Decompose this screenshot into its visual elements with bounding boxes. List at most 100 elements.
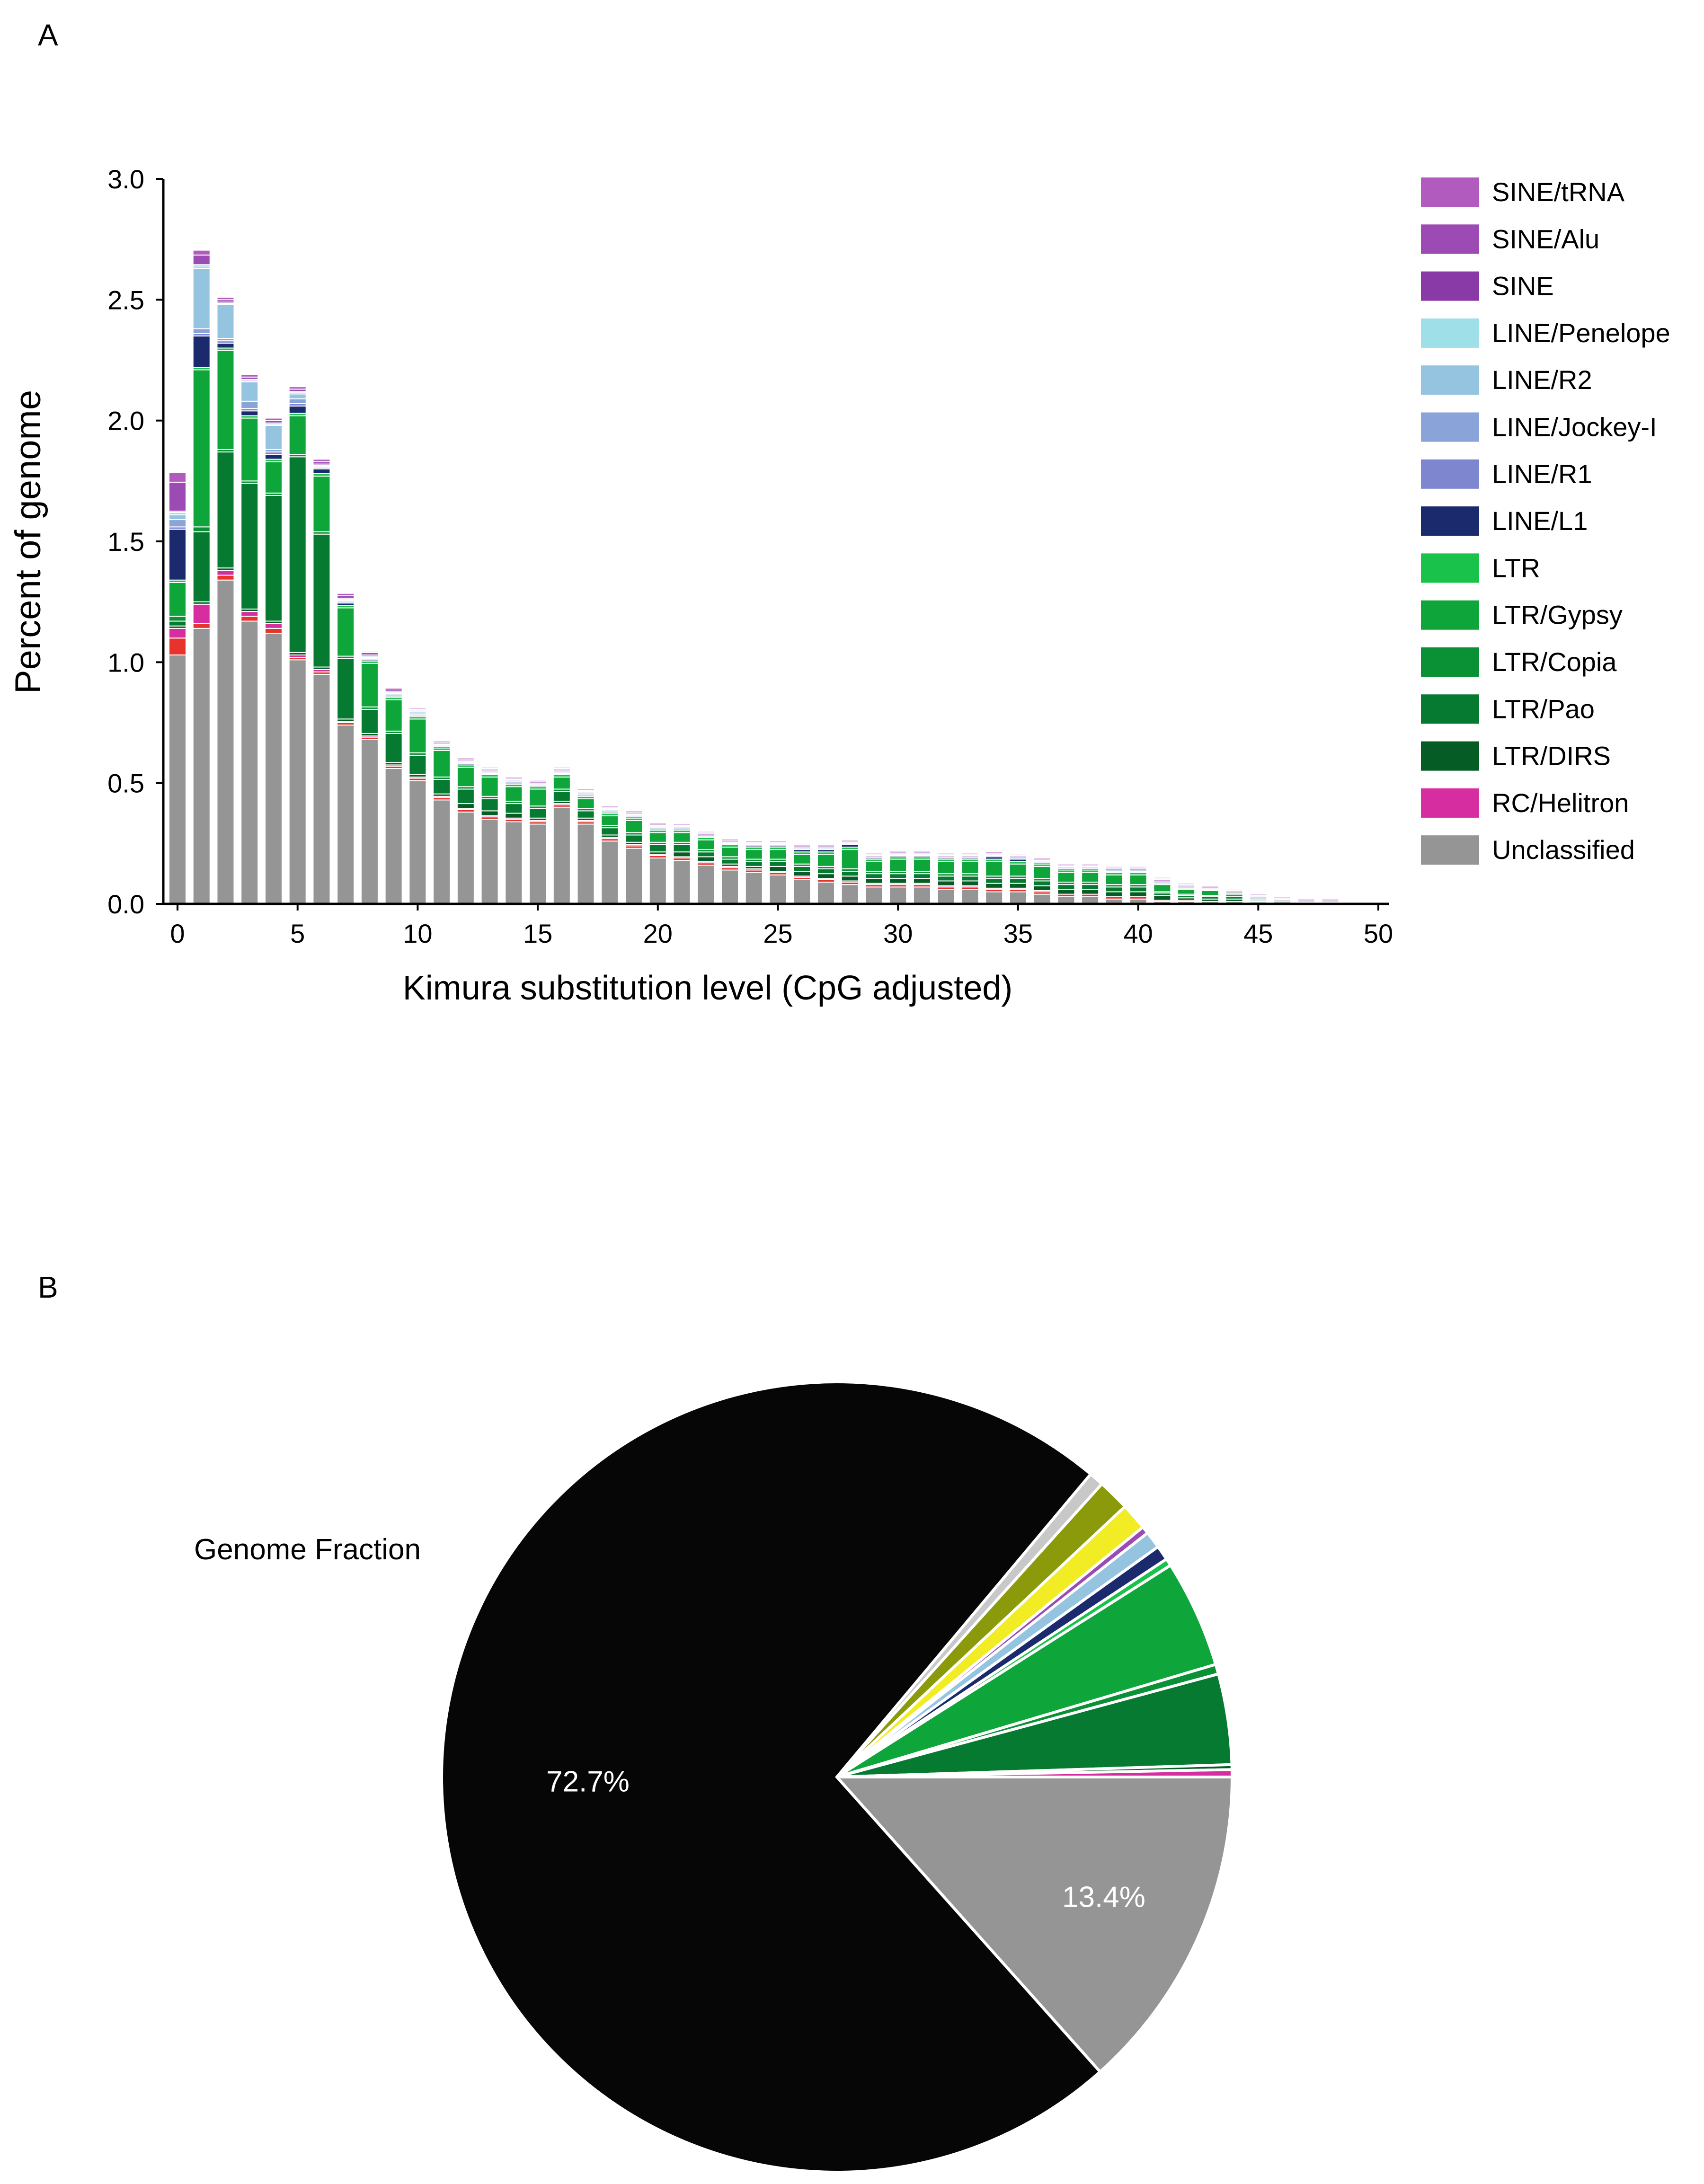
- bar-chart-bars: [169, 249, 1340, 905]
- x-tick-label: 35: [1003, 919, 1033, 948]
- bar-segment-ltr-dirs: [937, 880, 955, 886]
- bar-segment-sine-trna: [1105, 866, 1123, 868]
- bar-segment-ltr-pao: [816, 868, 835, 875]
- legend-swatch: [1421, 647, 1479, 677]
- bar-segment-sine-trna: [1273, 896, 1292, 899]
- bar-segment-sine-trna: [1057, 863, 1075, 866]
- bar-segment-sine-trna: [697, 831, 715, 833]
- bar-segment-sine-alu: [192, 254, 211, 265]
- bar-segment-ltr-gypsy: [312, 476, 331, 532]
- bar-segment-sine-trna: [384, 687, 403, 690]
- bar-segment-sine-trna: [577, 788, 595, 791]
- bar-segment-unclassified: [721, 869, 739, 905]
- legend-label: SINE/Alu: [1492, 224, 1599, 254]
- bar-segment-ltr-dirs: [1129, 891, 1147, 897]
- bar-segment-ltr-pao: [264, 495, 283, 622]
- bar-segment-ltr-dirs: [480, 810, 499, 816]
- bar-segment-ltr-gypsy: [793, 854, 811, 865]
- legend-swatch: [1421, 365, 1479, 395]
- bar-segment-ltr-pao: [360, 708, 379, 734]
- pie-slices: [440, 1380, 1234, 2174]
- bar-segment-unclassified: [697, 865, 715, 904]
- bar-segment-unclassified: [337, 725, 355, 905]
- bar-segment-ltr-pao: [192, 531, 211, 602]
- bar-segment-ltr-gypsy: [505, 786, 523, 802]
- bar-segment-unclassified: [648, 857, 667, 905]
- bar-segment-line-l1: [216, 343, 235, 349]
- bar-segment-ltr-pao: [1057, 884, 1075, 890]
- bar-segment-ltr-dirs: [697, 856, 715, 862]
- bar-segment-ltr-pao: [552, 791, 571, 802]
- bar-segment-ltr-gypsy: [673, 832, 691, 843]
- bar-segment-unclassified: [961, 889, 979, 904]
- legend-swatch: [1421, 741, 1479, 771]
- bar-segment-sine-trna: [648, 822, 667, 825]
- legend-label: LINE/Jockey-I: [1492, 412, 1657, 442]
- x-tick-label: 15: [523, 919, 552, 948]
- bar-segment-ltr-gypsy: [625, 820, 643, 833]
- bar-segment-ltr-pao: [384, 733, 403, 763]
- legend-swatch: [1421, 177, 1479, 207]
- bar-segment-ltr-gypsy: [1129, 874, 1147, 885]
- bar-segment-ltr-pao: [433, 779, 451, 795]
- bar-segment-other-red: [264, 628, 283, 634]
- bar-segment-ltr-gypsy: [697, 839, 715, 850]
- x-tick-label: 10: [403, 919, 432, 948]
- bar-segment-ltr-dirs: [865, 878, 883, 884]
- bar-segment-sine-trna: [841, 839, 859, 842]
- bar-segment-sine-trna: [505, 776, 523, 779]
- legend-swatch: [1421, 271, 1479, 301]
- bar-segment-ltr-pao: [408, 754, 427, 775]
- legend-label: RC/Helitron: [1492, 788, 1629, 818]
- x-tick-label: 25: [763, 919, 792, 948]
- bar-segment-line-l1: [240, 410, 259, 416]
- bar-segment-unclassified: [312, 673, 331, 905]
- bar-segment-unclassified: [937, 889, 955, 904]
- bar-segment-unclassified: [745, 872, 763, 904]
- bar-segment-unclassified: [577, 823, 595, 904]
- bar-segment-unclassified: [913, 886, 931, 904]
- legend-label: LTR/Pao: [1492, 694, 1595, 724]
- bar-segment-line-jockey-i: [240, 400, 259, 409]
- bar-segment-sine-trna: [169, 472, 186, 483]
- bar-segment-ltr-gypsy: [601, 815, 619, 826]
- bar-segment-sine-trna: [433, 740, 451, 743]
- y-tick-label: 0.0: [107, 889, 144, 919]
- legend-label: LINE/L1: [1492, 506, 1588, 536]
- bar-segment-ltr-gypsy: [1081, 872, 1100, 883]
- legend-swatch: [1421, 224, 1479, 254]
- legend-swatch: [1421, 835, 1479, 865]
- bar-segment-sine-trna: [721, 838, 739, 840]
- bar-segment-ltr-pao: [312, 533, 331, 668]
- bar-segment-unclassified: [673, 860, 691, 904]
- bar-segment-ltr-dirs: [1081, 889, 1100, 895]
- bar-segment-rc-helitron: [240, 611, 259, 617]
- bar-segment-line-r2: [192, 267, 211, 329]
- bar-segment-unclassified: [505, 821, 523, 904]
- bar-segment-ltr-pao: [913, 873, 931, 879]
- x-axis-label: Kimura substitution level (CpG adjusted): [403, 969, 1013, 1007]
- bar-segment-unclassified: [529, 823, 547, 904]
- legend-swatch: [1421, 600, 1479, 630]
- bar-segment-ltr-gypsy: [889, 858, 907, 872]
- pie-slice-unclassified: [834, 1776, 1234, 2074]
- legend-swatch: [1421, 506, 1479, 536]
- bar-segment-unclassified: [384, 768, 403, 904]
- bar-segment-ltr-pao: [337, 658, 355, 720]
- bar-segment-other-red: [192, 623, 211, 629]
- bar-segment-ltr-gypsy: [264, 461, 283, 494]
- bar-segment-ltr-gypsy: [816, 854, 835, 867]
- bar-segment-sine-alu: [169, 481, 186, 512]
- legend-swatch: [1421, 318, 1479, 348]
- pie-title: Genome Fraction: [194, 1533, 421, 1566]
- bar-segment-ltr-dirs: [816, 873, 835, 879]
- bar-segment-ltr-gypsy: [433, 750, 451, 778]
- bar-chart: 0.0 0.5 1.0 1.5 2.0 2.5 3.0 0 5 10 15 20 25 30 35 40 45 5…: [8, 164, 1670, 1007]
- bar-segment-line-l1: [192, 335, 211, 368]
- legend: SINE/tRNA SINE/Alu SINE LINE/Penelope LINE/R…: [1421, 177, 1670, 865]
- bar-segment-sine-trna: [360, 651, 379, 653]
- bar-segment-ltr-gypsy: [288, 415, 307, 455]
- legend-label: SINE/tRNA: [1492, 177, 1625, 207]
- x-tick-label: 50: [1364, 919, 1393, 948]
- bar-segment-ltr-dirs: [673, 851, 691, 858]
